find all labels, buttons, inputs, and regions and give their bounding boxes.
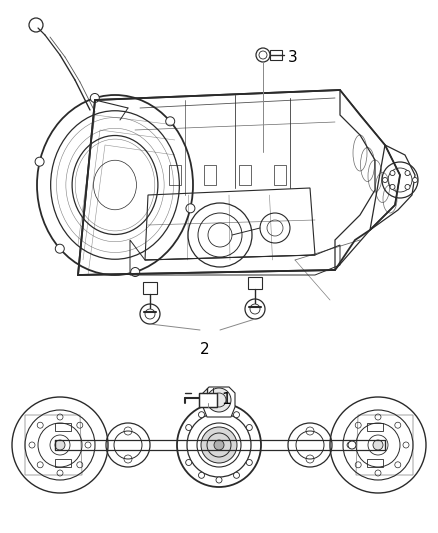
Bar bbox=[55, 423, 71, 431]
Polygon shape bbox=[203, 387, 235, 417]
Bar bbox=[248, 277, 262, 289]
Circle shape bbox=[198, 411, 205, 418]
Bar bbox=[367, 423, 383, 431]
Circle shape bbox=[216, 407, 222, 413]
Circle shape bbox=[140, 304, 160, 324]
Circle shape bbox=[55, 244, 64, 253]
Circle shape bbox=[382, 177, 388, 182]
Circle shape bbox=[201, 427, 237, 463]
Circle shape bbox=[90, 93, 99, 102]
Circle shape bbox=[355, 462, 361, 468]
Circle shape bbox=[186, 459, 192, 465]
Circle shape bbox=[207, 388, 231, 412]
Circle shape bbox=[37, 422, 43, 428]
Circle shape bbox=[77, 462, 83, 468]
Circle shape bbox=[57, 470, 63, 476]
Circle shape bbox=[347, 442, 353, 448]
Bar bbox=[239, 165, 251, 185]
Circle shape bbox=[405, 171, 410, 175]
Circle shape bbox=[390, 184, 395, 189]
Circle shape bbox=[35, 157, 44, 166]
Text: 2: 2 bbox=[200, 342, 210, 357]
Circle shape bbox=[375, 470, 381, 476]
Circle shape bbox=[403, 442, 409, 448]
Circle shape bbox=[395, 462, 401, 468]
Circle shape bbox=[390, 171, 395, 175]
Circle shape bbox=[373, 440, 383, 450]
Circle shape bbox=[256, 48, 270, 62]
Bar bbox=[143, 282, 157, 294]
Circle shape bbox=[131, 268, 140, 277]
Bar bbox=[367, 459, 383, 467]
Circle shape bbox=[37, 462, 43, 468]
Circle shape bbox=[246, 459, 252, 465]
Circle shape bbox=[186, 204, 195, 213]
Circle shape bbox=[413, 177, 417, 182]
Circle shape bbox=[233, 411, 240, 418]
Bar bbox=[169, 165, 181, 185]
Bar bbox=[55, 459, 71, 467]
Circle shape bbox=[85, 442, 91, 448]
Circle shape bbox=[246, 424, 252, 431]
Circle shape bbox=[375, 414, 381, 420]
Circle shape bbox=[214, 440, 224, 450]
Text: 1: 1 bbox=[221, 392, 231, 408]
Circle shape bbox=[166, 117, 175, 126]
Circle shape bbox=[55, 440, 65, 450]
Circle shape bbox=[233, 472, 240, 478]
Text: 3: 3 bbox=[288, 50, 298, 64]
Circle shape bbox=[245, 299, 265, 319]
Circle shape bbox=[216, 477, 222, 483]
Circle shape bbox=[198, 472, 205, 478]
Circle shape bbox=[395, 422, 401, 428]
Circle shape bbox=[355, 422, 361, 428]
Circle shape bbox=[29, 442, 35, 448]
Circle shape bbox=[186, 424, 192, 431]
Bar bbox=[199, 393, 217, 407]
Circle shape bbox=[57, 414, 63, 420]
Circle shape bbox=[348, 441, 356, 449]
Circle shape bbox=[77, 422, 83, 428]
Bar bbox=[270, 50, 282, 60]
Bar bbox=[274, 165, 286, 185]
Bar bbox=[204, 165, 216, 185]
Bar bbox=[199, 393, 217, 407]
Circle shape bbox=[405, 184, 410, 189]
